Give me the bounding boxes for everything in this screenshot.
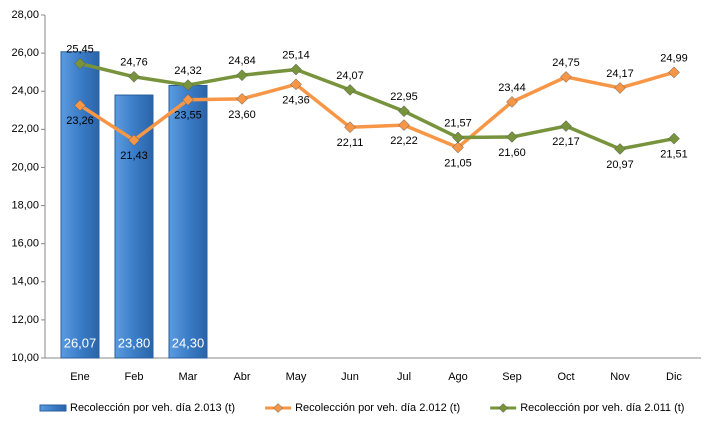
x-tick-label: Mar (179, 371, 198, 383)
legend-label: Recolección por veh. día 2.012 (t) (295, 402, 460, 414)
legend-label: Recolección por veh. día 2.011 (t) (520, 402, 684, 414)
x-tick-label: Dic (666, 371, 682, 383)
y-tick-label: 10,00 (11, 352, 39, 364)
value-label: 22,95 (390, 91, 418, 103)
bar-value-label: 24,30 (172, 335, 205, 350)
value-label: 24,99 (660, 52, 688, 64)
marker (236, 92, 248, 105)
value-label: 22,22 (390, 135, 418, 147)
legend-marker (273, 403, 283, 413)
x-tick-label: Jun (341, 371, 359, 383)
x-tick-label: Oct (557, 371, 574, 383)
marker (614, 143, 626, 155)
marker (182, 79, 194, 91)
value-label: 23,44 (498, 82, 526, 94)
marker (290, 78, 302, 91)
legend-label: Recolección por veh. día 2.013 (t) (70, 402, 235, 414)
y-tick-label: 22,00 (11, 123, 39, 135)
legend-marker (498, 403, 509, 413)
y-tick-label: 24,00 (11, 85, 39, 97)
value-label: 21,43 (120, 150, 148, 162)
line (79, 61, 675, 151)
value-label: 24,76 (120, 57, 148, 69)
bar (60, 51, 100, 359)
x-tick-label: Ene (70, 371, 90, 383)
value-label: 23,55 (174, 110, 202, 122)
value-label: 24,17 (606, 68, 634, 80)
marker (398, 105, 410, 118)
x-tick-label: Feb (125, 371, 144, 383)
marker (668, 132, 680, 145)
marker (74, 99, 86, 112)
value-label: 25,45 (66, 43, 94, 55)
marker (236, 69, 248, 82)
legend-swatch (39, 404, 67, 412)
marker (560, 71, 572, 83)
value-label: 21,57 (444, 117, 472, 129)
marker (128, 134, 140, 147)
value-label: 24,32 (174, 65, 202, 77)
value-label: 23,60 (228, 109, 256, 121)
y-tick-label: 20,00 (11, 161, 39, 173)
line (79, 70, 675, 150)
x-tick-label: Abr (233, 371, 250, 383)
marker (344, 121, 356, 134)
value-label: 21,51 (660, 149, 688, 161)
value-label: 21,05 (444, 157, 472, 169)
value-label: 25,14 (282, 49, 310, 61)
x-tick-label: May (286, 371, 307, 383)
x-tick-label: Nov (610, 371, 630, 383)
y-tick-label: 28,00 (11, 9, 39, 21)
marker (74, 57, 86, 70)
y-tick-label: 26,00 (11, 47, 39, 59)
marker (182, 93, 194, 106)
value-label: 22,17 (552, 136, 580, 148)
x-tick-label: Jul (397, 371, 411, 383)
value-label: 24,84 (228, 55, 256, 67)
bar (168, 85, 208, 359)
marker (452, 131, 464, 144)
value-label: 20,97 (606, 159, 634, 171)
marker (506, 131, 518, 143)
x-tick-label: Sep (502, 371, 522, 383)
marker (344, 84, 356, 96)
marker (128, 70, 140, 83)
marker (668, 66, 680, 79)
value-label: 24,75 (552, 57, 580, 69)
value-label: 23,26 (66, 115, 94, 127)
marker (290, 63, 302, 76)
y-tick-label: 18,00 (11, 199, 39, 211)
value-label: 24,36 (282, 94, 310, 106)
marker (452, 141, 464, 154)
value-label: 24,07 (336, 70, 364, 82)
y-tick-label: 14,00 (11, 276, 39, 288)
y-tick-label: 12,00 (11, 314, 39, 326)
x-tick-label: Ago (448, 371, 468, 383)
bar-value-label: 23,80 (118, 335, 151, 350)
y-tick-label: 16,00 (11, 238, 39, 250)
marker (398, 119, 410, 131)
marker (614, 82, 626, 94)
bar-value-label: 26,07 (64, 335, 97, 350)
value-label: 22,11 (337, 137, 364, 149)
marker (560, 120, 572, 132)
marker (506, 96, 518, 108)
value-label: 21,60 (498, 147, 526, 159)
